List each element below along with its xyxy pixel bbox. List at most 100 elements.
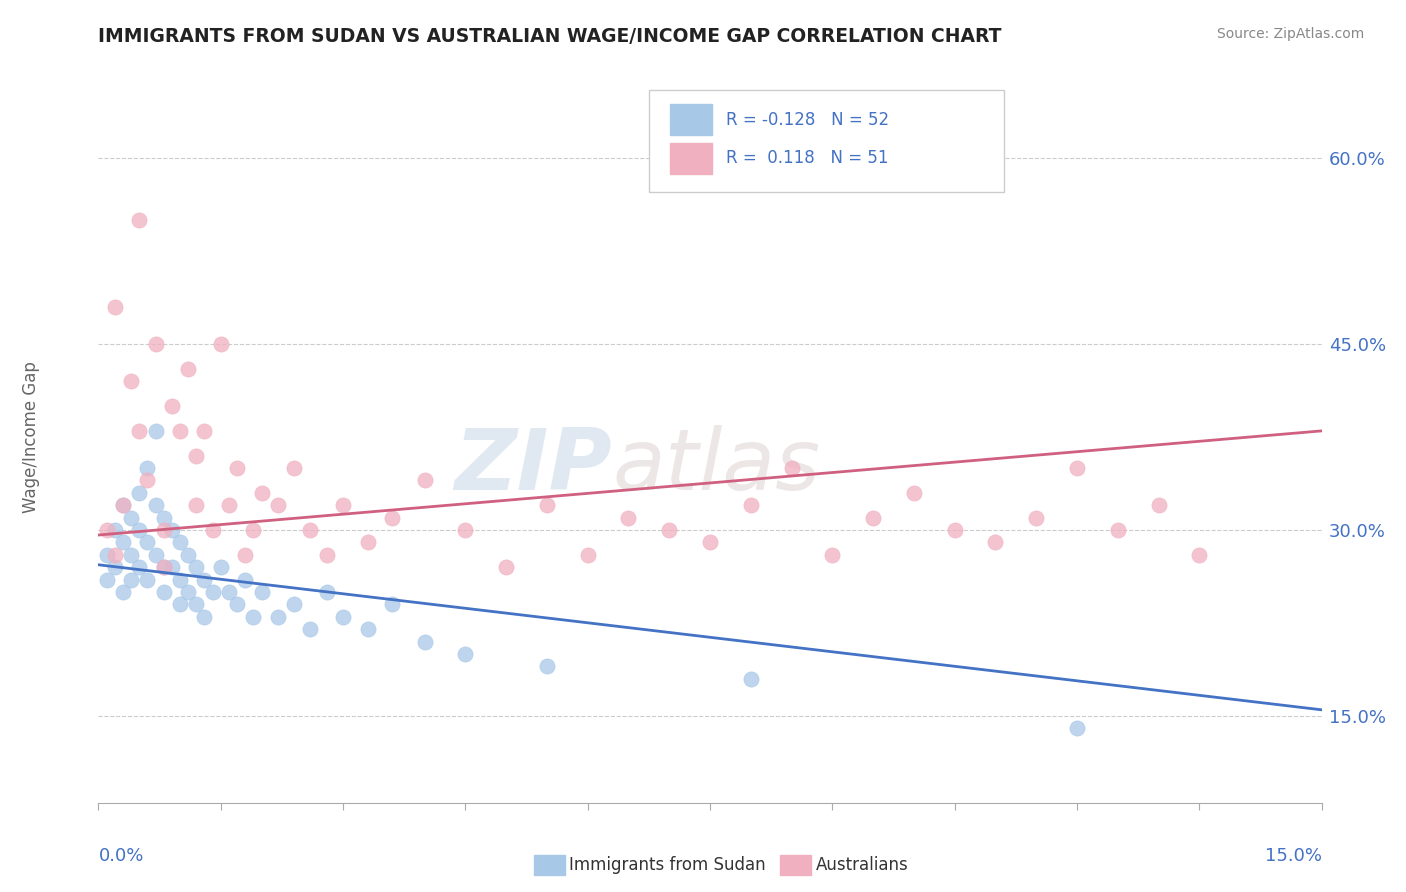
Point bbox=[169, 424, 191, 438]
Point bbox=[104, 548, 127, 562]
Point bbox=[315, 585, 337, 599]
Point bbox=[136, 461, 159, 475]
Text: ZIP: ZIP bbox=[454, 425, 612, 508]
Point bbox=[699, 535, 721, 549]
Point bbox=[145, 424, 167, 438]
Point bbox=[186, 598, 208, 612]
Point bbox=[96, 573, 118, 587]
Text: 0.0%: 0.0% bbox=[98, 847, 143, 864]
Point bbox=[111, 585, 134, 599]
Point bbox=[104, 560, 127, 574]
Point bbox=[218, 585, 240, 599]
Point bbox=[160, 560, 183, 574]
Text: IMMIGRANTS FROM SUDAN VS AUSTRALIAN WAGE/INCOME GAP CORRELATION CHART: IMMIGRANTS FROM SUDAN VS AUSTRALIAN WAGE… bbox=[98, 27, 1002, 45]
Point bbox=[283, 461, 305, 475]
Text: Australians: Australians bbox=[815, 856, 908, 874]
Point bbox=[226, 598, 249, 612]
Point bbox=[267, 498, 290, 512]
Point bbox=[495, 560, 517, 574]
Text: Wage/Income Gap: Wage/Income Gap bbox=[22, 361, 41, 513]
Text: atlas: atlas bbox=[612, 425, 820, 508]
Point bbox=[536, 498, 558, 512]
Point bbox=[152, 523, 174, 537]
Point bbox=[242, 523, 264, 537]
Point bbox=[903, 486, 925, 500]
Point bbox=[104, 523, 127, 537]
Point bbox=[984, 535, 1007, 549]
Point bbox=[233, 548, 256, 562]
Point bbox=[821, 548, 844, 562]
Point bbox=[96, 523, 118, 537]
Point bbox=[120, 374, 142, 388]
Point bbox=[104, 300, 127, 314]
Point bbox=[128, 213, 150, 227]
Point bbox=[315, 548, 337, 562]
Point bbox=[186, 449, 208, 463]
Point bbox=[740, 672, 762, 686]
Point bbox=[267, 610, 290, 624]
Point bbox=[128, 424, 150, 438]
FancyBboxPatch shape bbox=[650, 90, 1004, 192]
Point bbox=[111, 535, 134, 549]
Point bbox=[299, 622, 322, 636]
Point bbox=[862, 510, 884, 524]
Point bbox=[193, 424, 215, 438]
Point bbox=[218, 498, 240, 512]
Point bbox=[1188, 548, 1211, 562]
Point bbox=[201, 523, 224, 537]
Point bbox=[177, 585, 200, 599]
Point bbox=[413, 474, 436, 488]
Point bbox=[332, 610, 354, 624]
Point bbox=[120, 510, 142, 524]
Point bbox=[152, 560, 174, 574]
Text: R = -0.128   N = 52: R = -0.128 N = 52 bbox=[725, 111, 889, 128]
Point bbox=[381, 510, 404, 524]
Point bbox=[145, 548, 167, 562]
Point bbox=[152, 510, 174, 524]
Bar bbox=[669, 143, 713, 174]
Point bbox=[160, 523, 183, 537]
Point bbox=[226, 461, 249, 475]
Point bbox=[1066, 722, 1088, 736]
Point bbox=[250, 486, 273, 500]
Point bbox=[136, 573, 159, 587]
Point bbox=[454, 523, 477, 537]
Point bbox=[356, 622, 378, 636]
Point bbox=[111, 498, 134, 512]
Point bbox=[111, 498, 134, 512]
Point bbox=[120, 548, 142, 562]
Point bbox=[576, 548, 599, 562]
Point bbox=[128, 486, 150, 500]
Point bbox=[152, 560, 174, 574]
Point bbox=[536, 659, 558, 673]
Point bbox=[177, 548, 200, 562]
Point bbox=[356, 535, 378, 549]
Point bbox=[332, 498, 354, 512]
Point bbox=[186, 498, 208, 512]
Point bbox=[145, 337, 167, 351]
Point bbox=[96, 548, 118, 562]
Point bbox=[299, 523, 322, 537]
Text: Immigrants from Sudan: Immigrants from Sudan bbox=[569, 856, 766, 874]
Bar bbox=[669, 104, 713, 135]
Point bbox=[740, 498, 762, 512]
Point bbox=[120, 573, 142, 587]
Text: Source: ZipAtlas.com: Source: ZipAtlas.com bbox=[1216, 27, 1364, 41]
Point bbox=[381, 598, 404, 612]
Point bbox=[136, 535, 159, 549]
Point bbox=[128, 560, 150, 574]
Point bbox=[413, 634, 436, 648]
Point bbox=[169, 535, 191, 549]
Point bbox=[233, 573, 256, 587]
Text: R =  0.118   N = 51: R = 0.118 N = 51 bbox=[725, 149, 889, 168]
Point bbox=[209, 337, 232, 351]
Point bbox=[658, 523, 681, 537]
Point bbox=[193, 610, 215, 624]
Point bbox=[193, 573, 215, 587]
Point bbox=[152, 585, 174, 599]
Point bbox=[780, 461, 803, 475]
Point bbox=[186, 560, 208, 574]
Point bbox=[454, 647, 477, 661]
Point bbox=[1107, 523, 1129, 537]
Point bbox=[201, 585, 224, 599]
